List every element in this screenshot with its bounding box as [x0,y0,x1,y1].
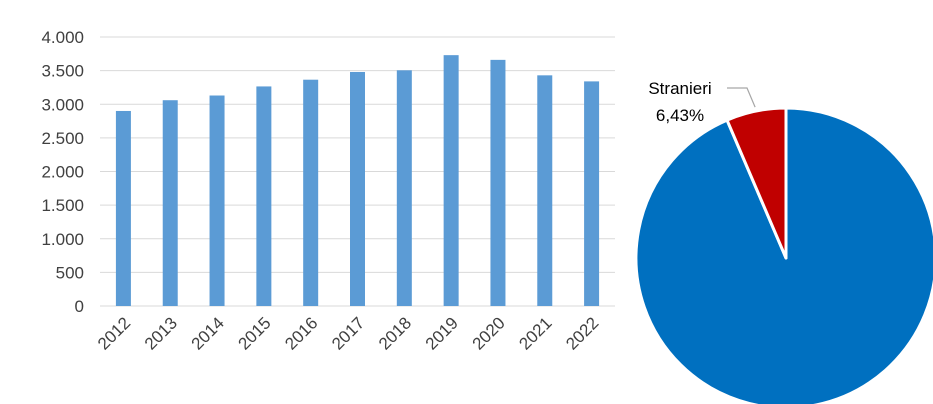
bar-2022 [584,81,600,306]
y-tick-label: 3.500 [41,62,84,81]
bar-2019 [443,55,459,306]
bar-chart: 05001.0001.5002.0002.5003.0003.5004.000 … [41,28,615,354]
bar-2020 [490,59,506,306]
y-tick-label: 2.500 [41,129,84,148]
bar-2015 [256,86,272,307]
pie-slice-stranieri [725,106,788,260]
y-tick-label: 0 [75,297,84,316]
pie-slice-value-label: 6,43% [656,106,704,125]
pie-slice-label: Stranieri [648,79,711,98]
y-tick-label: 1.000 [41,230,84,249]
y-tick-label: 3.000 [41,95,84,114]
bar-y-tick-labels: 0 500 1.000 1.500 2.000 2.500 3.000 3.500 4.000 [41,28,84,316]
bar-series [115,55,600,307]
bar-2021 [537,75,553,307]
y-tick-label: 4.000 [41,28,84,47]
pie-slices [634,106,933,404]
y-tick-label: 500 [56,263,84,282]
bar-2017 [350,71,365,306]
bar-2018 [396,70,412,306]
y-tick-label: 1.500 [41,196,84,215]
y-tick-label: 2.000 [41,163,84,182]
pie-leader-line [727,87,756,108]
bar-2012 [115,110,131,306]
bar-2014 [209,95,225,306]
bar-2013 [162,100,178,306]
bar-2016 [303,79,319,306]
